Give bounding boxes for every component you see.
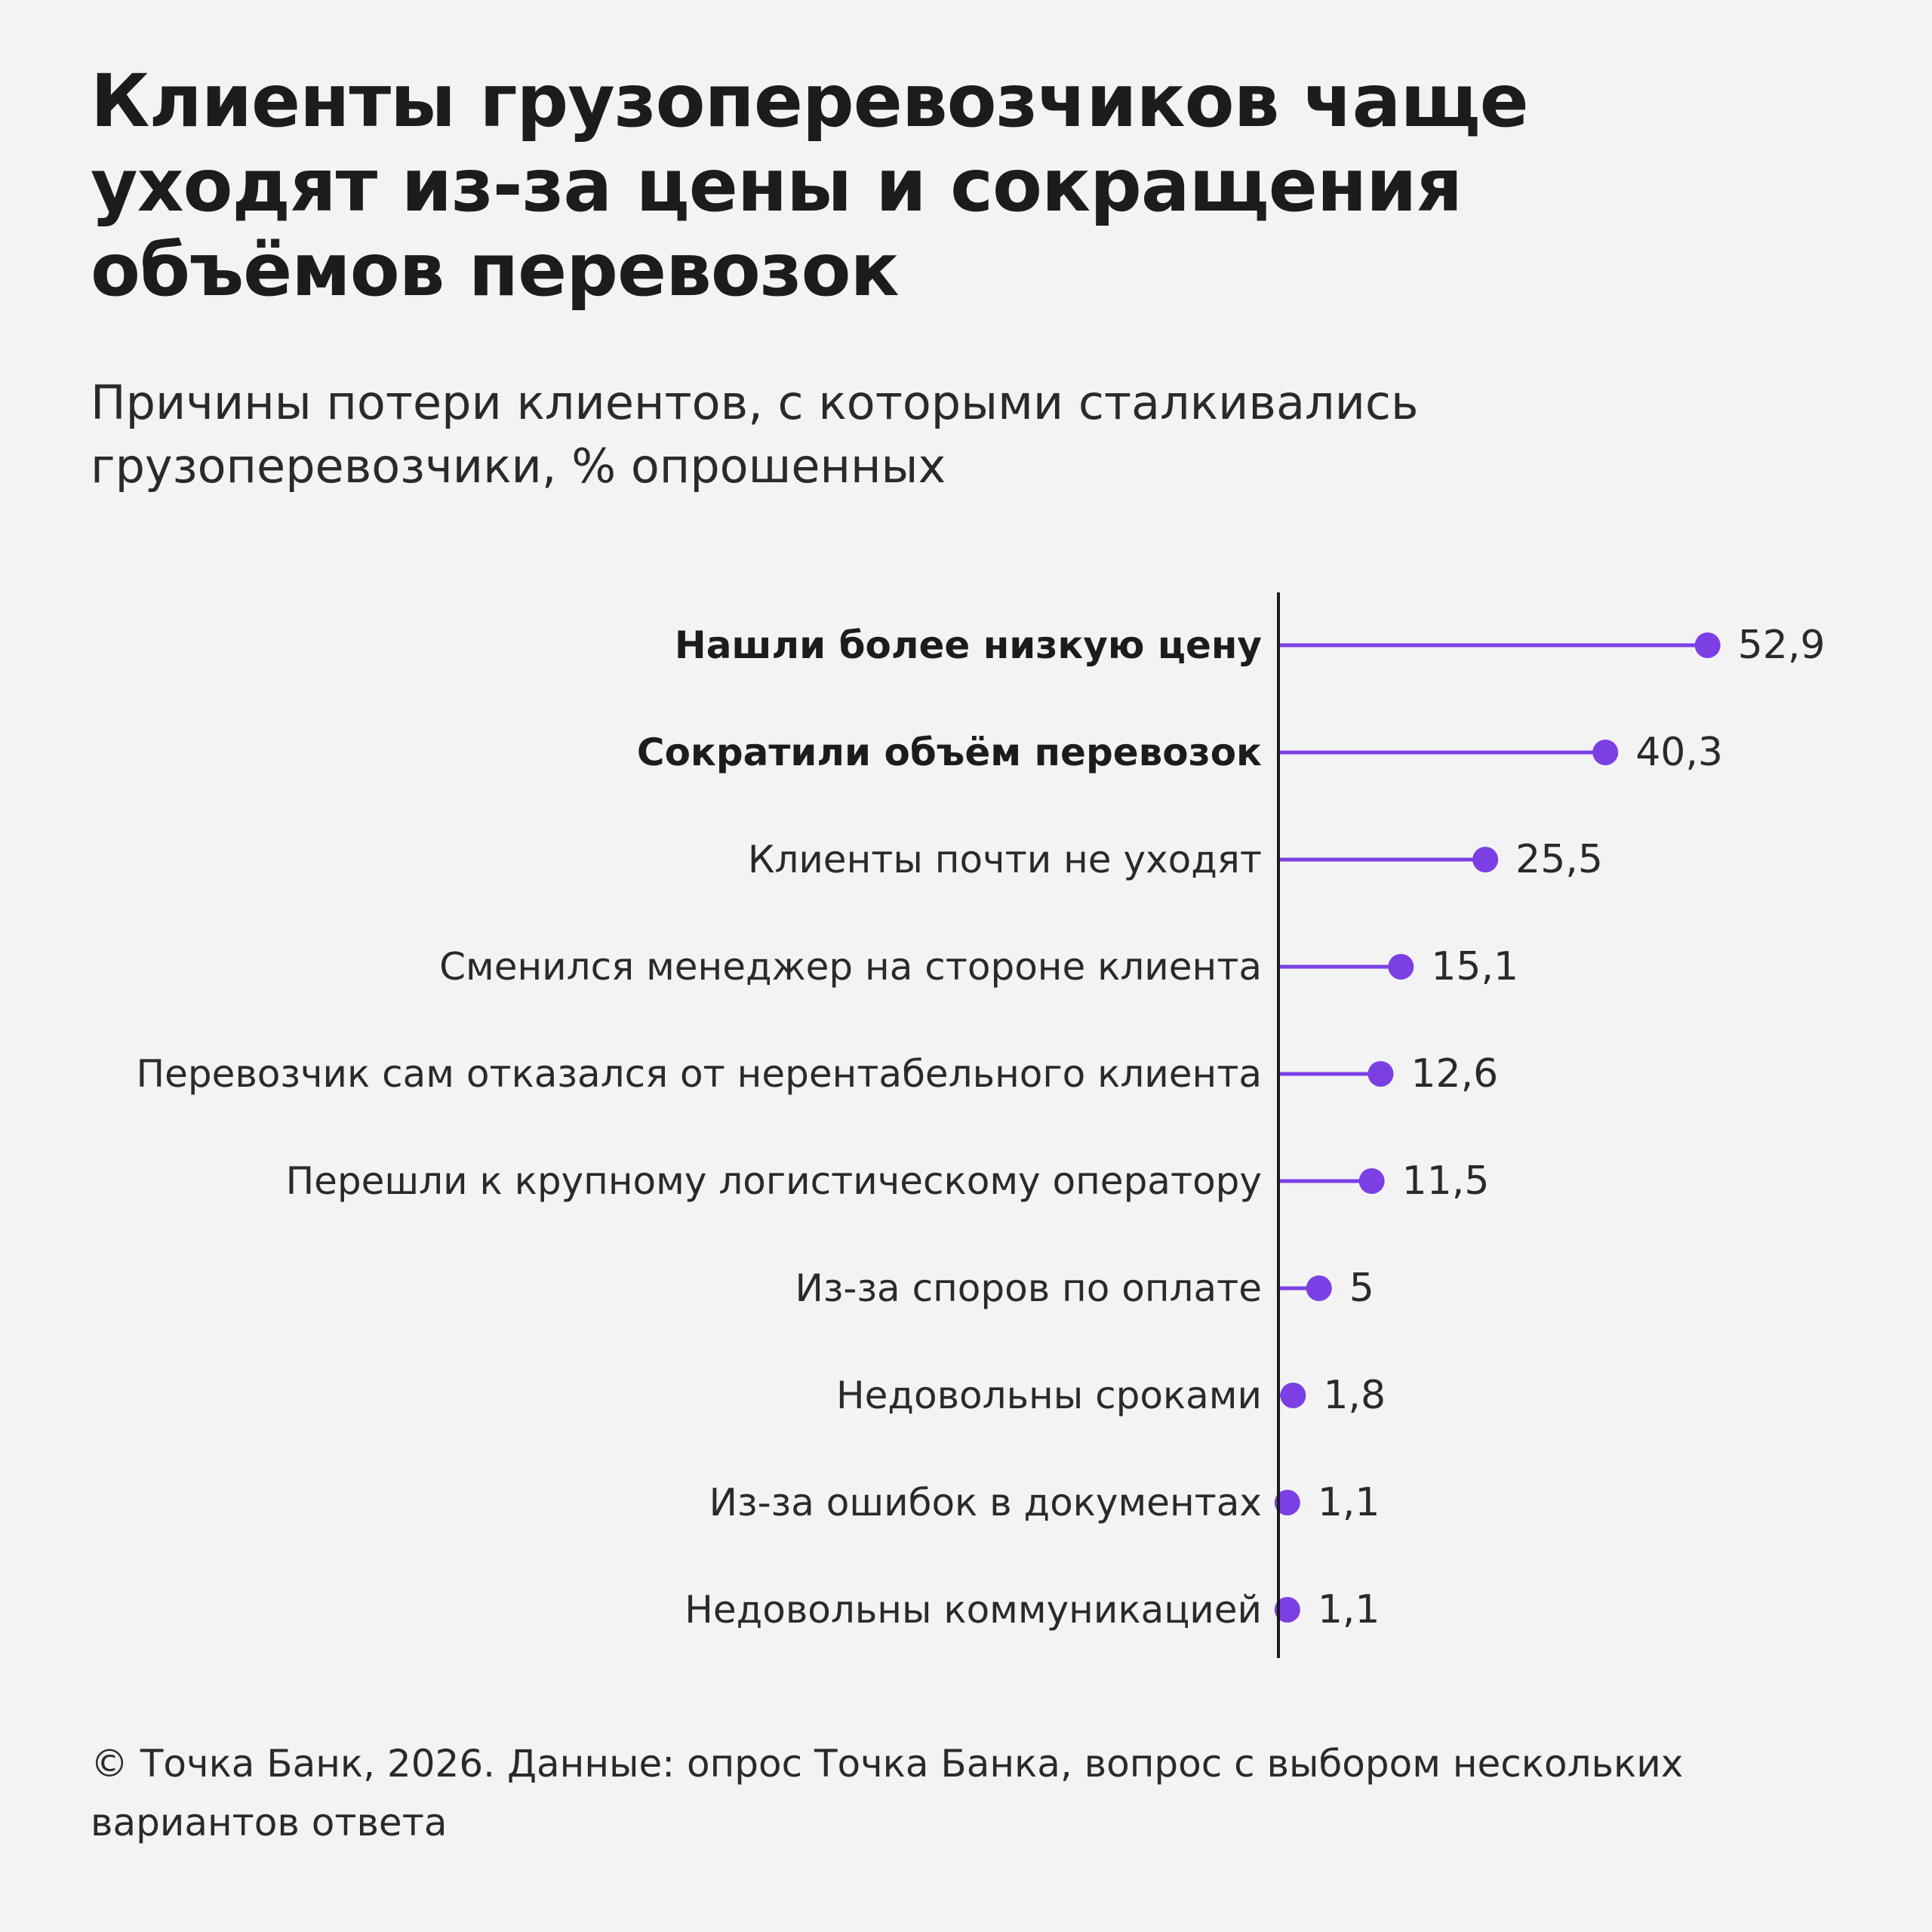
value-label: 1,8 <box>1323 1373 1386 1418</box>
data-point <box>1367 1061 1394 1087</box>
category-label: Сократили объём перевозок <box>637 731 1262 774</box>
lollipop-chart: Нашли более низкую цену 52,9 Сократили объ… <box>136 592 1826 1658</box>
category-label: Клиенты почти не уходят <box>748 838 1262 881</box>
value-label: 15,1 <box>1431 944 1518 989</box>
value-label: 12,6 <box>1411 1051 1498 1097</box>
data-point <box>1592 740 1619 765</box>
value-label: 52,9 <box>1738 623 1826 668</box>
data-point <box>1358 1168 1385 1194</box>
data-point <box>1274 1597 1300 1623</box>
value-label: 25,5 <box>1515 837 1603 882</box>
value-label: 11,5 <box>1402 1158 1490 1204</box>
value-label: 1,1 <box>1318 1480 1380 1525</box>
value-label: 40,3 <box>1635 730 1723 775</box>
data-point <box>1388 954 1414 980</box>
category-label: Недовольны коммуникацией <box>685 1588 1262 1632</box>
category-label: Недовольны сроками <box>836 1374 1262 1417</box>
category-label: Из-за споров по оплате <box>795 1266 1262 1310</box>
chart-title: Клиенты грузоперевозчиков чаще уходят из… <box>91 59 1529 312</box>
category-label: Перевозчик сам отказался от нерентабельн… <box>136 1052 1262 1096</box>
value-label: 5 <box>1349 1266 1374 1311</box>
data-point <box>1280 1383 1306 1408</box>
value-label: 1,1 <box>1318 1587 1380 1632</box>
source-footnote: © Точка Банк, 2026. Данные: опрос Точка … <box>91 1742 1684 1844</box>
category-label: Перешли к крупному логистическому операт… <box>286 1159 1262 1203</box>
data-point <box>1306 1275 1332 1301</box>
category-label: Сменился менеджер на стороне клиента <box>439 945 1262 989</box>
data-point <box>1274 1490 1300 1515</box>
chart-subtitle: Причины потери клиентов, с которыми стал… <box>91 375 1419 494</box>
data-point <box>1472 847 1499 872</box>
data-point <box>1694 632 1721 658</box>
category-label: Нашли более низкую цену <box>675 623 1262 667</box>
category-label: Из-за ошибок в документах <box>709 1481 1262 1524</box>
